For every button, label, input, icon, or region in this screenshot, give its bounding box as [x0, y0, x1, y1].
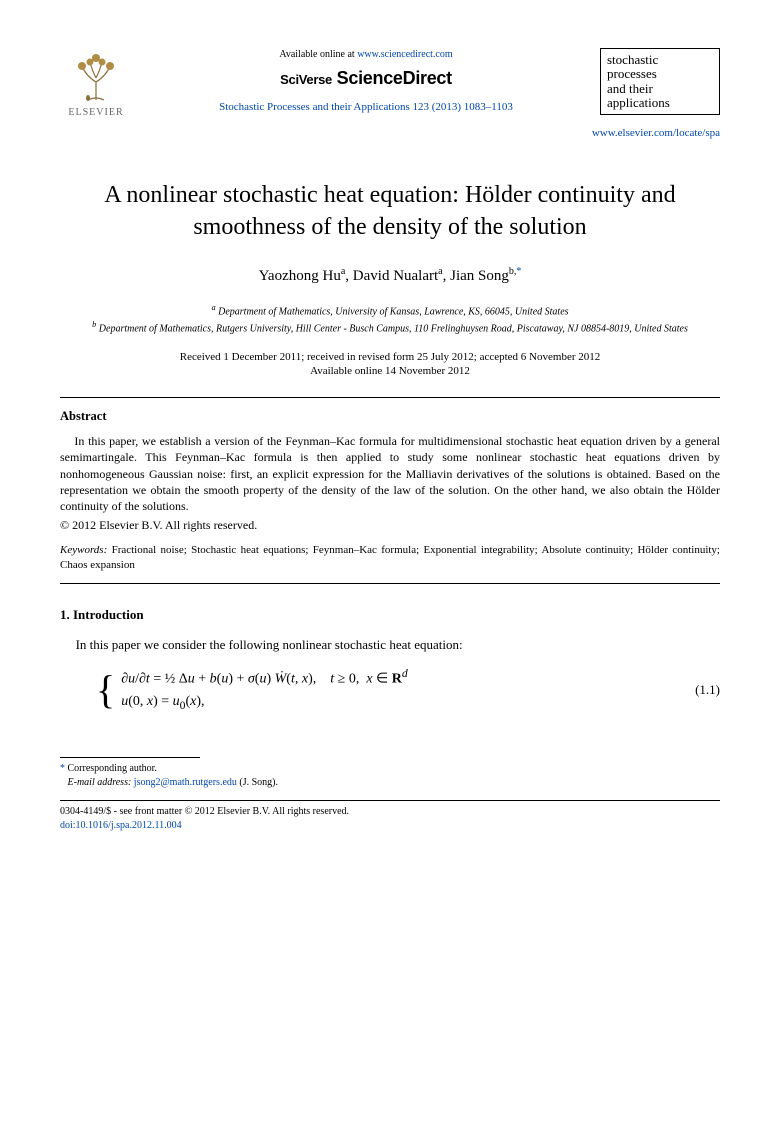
- author-affil-sup: a: [341, 266, 345, 277]
- intro-lead: In this paper we consider the following …: [60, 636, 720, 654]
- sciverse-text: SciVerse: [280, 72, 332, 87]
- affil-text: Department of Mathematics, University of…: [216, 306, 569, 317]
- elsevier-label: ELSEVIER: [68, 106, 123, 120]
- abstract-text: In this paper, we establish a version of…: [60, 433, 720, 514]
- doi-link[interactable]: doi:10.1016/j.spa.2012.11.004: [60, 820, 182, 831]
- journal-site-link[interactable]: www.elsevier.com/locate/spa: [592, 127, 720, 139]
- affiliation-line: a Department of Mathematics, University …: [60, 302, 720, 319]
- section-heading: 1. Introduction: [60, 606, 720, 624]
- journal-title-box: stochastic processes and their applicati…: [600, 48, 720, 115]
- affiliations-block: a Department of Mathematics, University …: [60, 302, 720, 336]
- frontmatter-block: 0304-4149/$ - see front matter © 2012 El…: [60, 805, 720, 832]
- email-label: E-mail address:: [68, 777, 134, 788]
- corresponding-star[interactable]: *: [516, 266, 521, 277]
- keywords-text: Fractional noise; Stochastic heat equati…: [60, 544, 720, 571]
- abstract-heading: Abstract: [60, 408, 720, 425]
- site-link-row: www.elsevier.com/locate/spa: [60, 126, 720, 141]
- keywords-label: Keywords:: [60, 544, 107, 556]
- equation-block: { ∂u/∂t = ½ Δu + b(u) + σ(u) Ẇ(t, x), t …: [96, 663, 720, 717]
- journal-reference[interactable]: Stochastic Processes and their Applicati…: [144, 100, 588, 115]
- author-name: David Nualart: [353, 268, 438, 284]
- frontmatter-line: 0304-4149/$ - see front matter © 2012 El…: [60, 805, 720, 819]
- elsevier-tree-icon: [68, 48, 124, 104]
- dates-available: Available online 14 November 2012: [60, 364, 720, 379]
- header-center: Available online at www.sciencedirect.co…: [132, 48, 600, 115]
- affil-text: Department of Mathematics, Rutgers Unive…: [96, 323, 688, 334]
- email-suffix: (J. Song).: [237, 777, 278, 788]
- header-row: ELSEVIER Available online at www.science…: [60, 48, 720, 120]
- corresponding-text: Corresponding author.: [65, 763, 157, 774]
- affiliation-line: b Department of Mathematics, Rutgers Uni…: [60, 319, 720, 336]
- left-brace-icon: {: [96, 663, 115, 717]
- journal-box-line: and their: [607, 82, 713, 96]
- email-line: E-mail address: jsong2@math.rutgers.edu …: [60, 776, 720, 790]
- journal-box-line: applications: [607, 96, 713, 110]
- journal-box-line: processes: [607, 67, 713, 81]
- equation-lines: ∂u/∂t = ½ Δu + b(u) + σ(u) Ẇ(t, x), t ≥ …: [121, 665, 408, 716]
- equation-number: (1.1): [695, 681, 720, 699]
- email-link[interactable]: jsong2@math.rutgers.edu: [134, 777, 237, 788]
- author-name: Jian Song: [450, 268, 509, 284]
- dates-received: Received 1 December 2011; received in re…: [60, 350, 720, 365]
- sciencedirect-url-link[interactable]: www.sciencedirect.com: [357, 49, 452, 60]
- equation-line: ∂u/∂t = ½ Δu + b(u) + σ(u) Ẇ(t, x), t ≥ …: [121, 665, 408, 691]
- footnote-divider: [60, 757, 200, 758]
- sciencedirect-logo: SciVerse ScienceDirect: [144, 66, 588, 90]
- authors-line: Yaozhong Hua, David Nualarta, Jian Songb…: [60, 265, 720, 286]
- available-online: Available online at www.sciencedirect.co…: [144, 48, 588, 62]
- paper-title: A nonlinear stochastic heat equation: Hö…: [60, 180, 720, 242]
- available-online-prefix: Available online at: [279, 49, 357, 60]
- abstract-body: In this paper, we establish a version of…: [60, 433, 720, 533]
- equation-line: u(0, x) = u0(x),: [121, 691, 408, 715]
- footnote-block: * Corresponding author. E-mail address: …: [60, 762, 720, 790]
- dates-block: Received 1 December 2011; received in re…: [60, 350, 720, 380]
- journal-box-line: stochastic: [607, 53, 713, 67]
- divider: [60, 397, 720, 398]
- author-affil-sup: a: [438, 266, 442, 277]
- divider: [60, 800, 720, 801]
- sciencedirect-text: ScienceDirect: [337, 68, 452, 88]
- journal-reference-link[interactable]: Stochastic Processes and their Applicati…: [219, 101, 513, 113]
- divider: [60, 583, 720, 584]
- author-name: Yaozhong Hu: [259, 268, 341, 284]
- keywords-line: Keywords: Fractional noise; Stochastic h…: [60, 543, 720, 573]
- corresponding-author-note: * Corresponding author.: [60, 762, 720, 776]
- elsevier-logo-block: ELSEVIER: [60, 48, 132, 120]
- abstract-copyright: © 2012 Elsevier B.V. All rights reserved…: [60, 517, 720, 533]
